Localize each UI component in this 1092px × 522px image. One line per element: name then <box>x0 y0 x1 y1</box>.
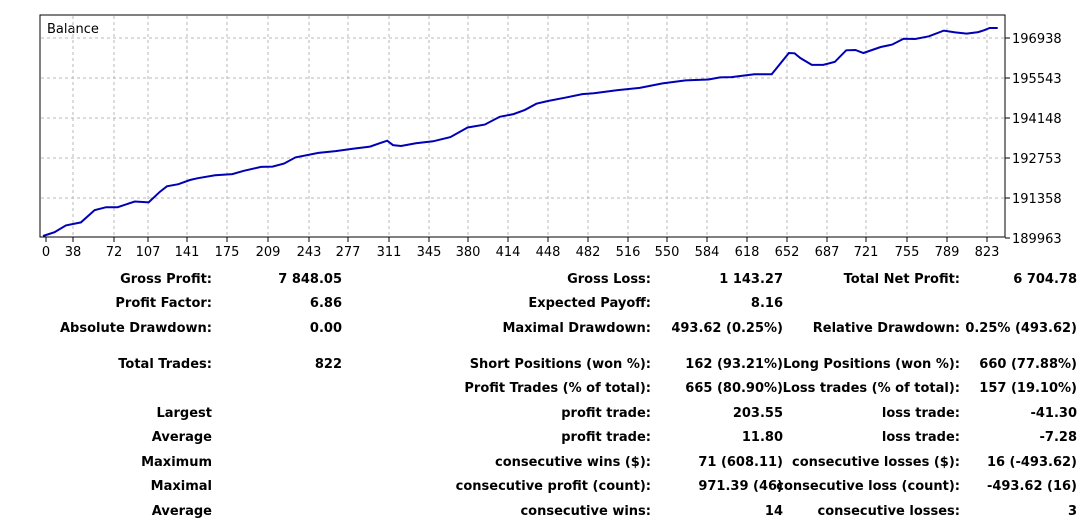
stat-c2-label: consecutive wins: <box>520 504 651 519</box>
balance-series-line <box>42 27 998 237</box>
x-tick-label: 687 <box>815 245 840 260</box>
stat-c1-label: Average <box>151 430 212 445</box>
stat-c3-value: 6 704.78 <box>1013 272 1077 287</box>
stat-c1-value: 0.00 <box>309 321 342 336</box>
stat-c3-label: loss trade: <box>881 430 960 445</box>
stat-c2-label: consecutive profit (count): <box>455 479 651 494</box>
y-tick-label: 192753 <box>1012 152 1062 167</box>
y-tick-label: 189963 <box>1012 232 1062 247</box>
stat-c3-label: consecutive losses ($): <box>792 455 960 470</box>
x-tick-label: 175 <box>215 245 240 260</box>
y-tick-label: 195543 <box>1012 72 1062 87</box>
x-tick-label: 482 <box>576 245 601 260</box>
stat-c3-value: -493.62 (16) <box>986 479 1077 494</box>
y-tick-label: 191358 <box>1012 192 1062 207</box>
stat-c3-label: Long Positions (won %): <box>783 357 960 372</box>
stat-c2-label: profit trade: <box>561 430 651 445</box>
stat-c3-label: Total Net Profit: <box>843 272 960 287</box>
stat-c2-value: 203.55 <box>732 406 783 421</box>
stat-c2-value: 8.16 <box>750 296 783 311</box>
stat-c2-value: 14 <box>764 504 783 519</box>
chart-grid <box>41 16 1004 236</box>
stat-c3-value: 16 (-493.62) <box>986 455 1077 470</box>
x-tick-label: 72 <box>106 245 123 260</box>
x-tick-label: 107 <box>136 245 161 260</box>
stat-c1-label: Largest <box>156 406 212 421</box>
x-tick-label: 755 <box>895 245 920 260</box>
stat-c3-value: 3 <box>1067 504 1077 519</box>
x-tick-label: 209 <box>256 245 281 260</box>
stat-c2-value: 162 (93.21%) <box>685 357 783 372</box>
stat-c1-value: 7 848.05 <box>278 272 342 287</box>
stat-c2-label: Maximal Drawdown: <box>502 321 651 336</box>
stat-c1-label: Average <box>151 504 212 519</box>
stat-c1-label: Profit Factor: <box>115 296 212 311</box>
x-tick-label: 380 <box>456 245 481 260</box>
stat-c1-label: Gross Profit: <box>120 272 212 287</box>
stat-c2-value: 71 (608.11) <box>698 455 783 470</box>
stat-c2-value: 11.80 <box>741 430 783 445</box>
stat-c3-value: 157 (19.10%) <box>979 381 1077 396</box>
stat-c3-label: consecutive loss (count): <box>776 479 960 494</box>
y-axis-ticks: 196938 195543 194148 192753 191358 189963 <box>1005 32 1062 247</box>
stat-c3-label: loss trade: <box>881 406 960 421</box>
x-tick-label: 721 <box>854 245 879 260</box>
x-tick-label: 823 <box>975 245 1000 260</box>
x-tick-label: 550 <box>655 245 680 260</box>
stat-c1-value: 6.86 <box>309 296 342 311</box>
stat-c2-label: consecutive wins ($): <box>494 455 651 470</box>
stat-c1-label: Maximum <box>141 455 212 470</box>
stat-c2-value: 493.62 (0.25%) <box>671 321 783 336</box>
x-tick-label: 141 <box>175 245 200 260</box>
stat-c3-value: 0.25% (493.62) <box>965 321 1077 336</box>
x-tick-label: 516 <box>616 245 641 260</box>
stat-c3-label: Loss trades (% of total): <box>782 381 960 396</box>
stat-c2-label: profit trade: <box>561 406 651 421</box>
stat-c2-label: Profit Trades (% of total): <box>464 381 651 396</box>
chart-plot-frame <box>39 14 1006 238</box>
y-tick-label: 194148 <box>1012 112 1062 127</box>
x-tick-label: 277 <box>336 245 361 260</box>
x-tick-label: 414 <box>496 245 521 260</box>
stat-c3-value: -41.30 <box>1030 406 1077 421</box>
x-tick-label: 584 <box>695 245 720 260</box>
x-tick-label: 38 <box>65 245 82 260</box>
stat-c2-value: 971.39 (46) <box>698 479 783 494</box>
balance-chart: Balance 0 38 72 107 141 175 209 243 277 311 345 380… <box>39 14 1062 260</box>
stat-c3-label: Relative Drawdown: <box>812 321 960 336</box>
stat-c2-label: Expected Payoff: <box>528 296 651 311</box>
x-tick-label: 448 <box>536 245 561 260</box>
x-tick-label: 345 <box>417 245 442 260</box>
stat-c2-label: Gross Loss: <box>567 272 651 287</box>
y-tick-label: 196938 <box>1012 32 1062 47</box>
x-tick-label: 311 <box>377 245 402 260</box>
x-tick-label: 652 <box>775 245 800 260</box>
stat-c3-label: consecutive losses: <box>817 504 960 519</box>
x-axis-ticks: 0 38 72 107 141 175 209 243 277 311 345 380 414 448 48… <box>42 237 1000 260</box>
x-tick-label: 0 <box>42 245 50 260</box>
stat-c2-value: 665 (80.90%) <box>685 381 783 396</box>
x-tick-label: 618 <box>735 245 760 260</box>
stat-c1-label: Total Trades: <box>118 357 212 372</box>
stat-c3-value: 660 (77.88%) <box>979 357 1077 372</box>
stat-c3-value: -7.28 <box>1039 430 1077 445</box>
x-tick-label: 243 <box>297 245 322 260</box>
stat-c1-label: Absolute Drawdown: <box>60 321 212 336</box>
stat-c1-label: Maximal <box>150 479 212 494</box>
stat-c2-value: 1 143.27 <box>719 272 783 287</box>
stat-c2-label: Short Positions (won %): <box>469 357 651 372</box>
x-tick-label: 789 <box>935 245 960 260</box>
stat-c1-value: 822 <box>314 357 342 372</box>
